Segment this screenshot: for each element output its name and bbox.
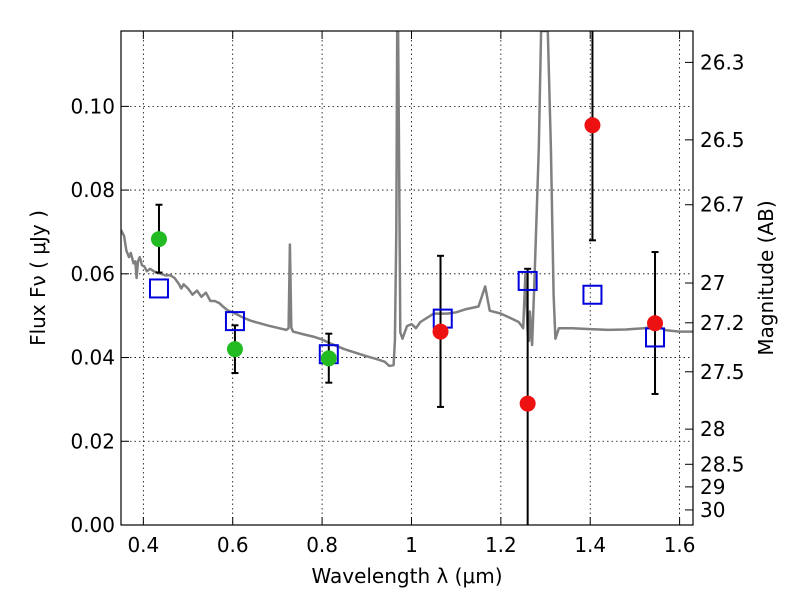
y2-tick-label: 26.5 bbox=[700, 128, 745, 152]
y2-tick-label: 30 bbox=[700, 498, 725, 522]
x-tick-label: 1 bbox=[405, 533, 418, 557]
x-tick-label: 0.6 bbox=[217, 533, 249, 557]
model-square bbox=[517, 270, 538, 291]
y-tick-label: 0.06 bbox=[70, 262, 115, 286]
y2-tick-label: 26.3 bbox=[700, 50, 745, 74]
y2-tick-label: 27.2 bbox=[700, 311, 745, 335]
y2-tick-label: 29 bbox=[700, 475, 725, 499]
y-tick-label: 0.00 bbox=[70, 513, 115, 537]
y2-tick-label: 28.5 bbox=[700, 452, 745, 476]
y2-axis-label: Magnitude (AB) bbox=[754, 200, 778, 355]
y2-tick-label: 26.7 bbox=[700, 193, 745, 217]
x-tick-label: 0.4 bbox=[127, 533, 159, 557]
plot-area bbox=[121, 31, 693, 368]
y-tick-label: 0.08 bbox=[70, 178, 115, 202]
y2-tick-label: 28 bbox=[700, 417, 725, 441]
model-square bbox=[148, 278, 169, 299]
green-point bbox=[226, 341, 243, 358]
grid bbox=[121, 31, 693, 525]
plot-background bbox=[121, 31, 693, 525]
x-axis-label: Wavelength λ (μm) bbox=[311, 564, 502, 588]
plot-frame bbox=[120, 30, 694, 526]
red-point bbox=[432, 323, 449, 340]
model-square bbox=[582, 284, 603, 305]
green-point bbox=[150, 231, 167, 248]
y-axis-label: Flux Fν ( μJy ) bbox=[26, 210, 50, 346]
y2-tick-label: 27.5 bbox=[700, 360, 745, 384]
ticks: 0.4 0.6 0.8 1 1.2 1.4 1.6 0.00 0.02 0.04 0.06 0.08 0… bbox=[70, 31, 745, 557]
red-point bbox=[519, 395, 536, 412]
x-tick-label: 0.8 bbox=[306, 533, 338, 557]
model-square bbox=[224, 311, 245, 332]
y-tick-label: 0.10 bbox=[70, 94, 115, 118]
y-tick-label: 0.04 bbox=[70, 346, 115, 370]
spectrum-line bbox=[121, 31, 693, 368]
red-point bbox=[584, 117, 601, 134]
error-bars bbox=[148, 31, 666, 525]
x-tick-label: 1.4 bbox=[574, 533, 606, 557]
x-tick-label: 1.6 bbox=[664, 533, 696, 557]
green-point bbox=[320, 350, 337, 367]
y-tick-label: 0.02 bbox=[70, 429, 115, 453]
x-tick-label: 1.2 bbox=[485, 533, 517, 557]
red-point bbox=[647, 315, 664, 332]
y2-tick-label: 27 bbox=[700, 271, 725, 295]
